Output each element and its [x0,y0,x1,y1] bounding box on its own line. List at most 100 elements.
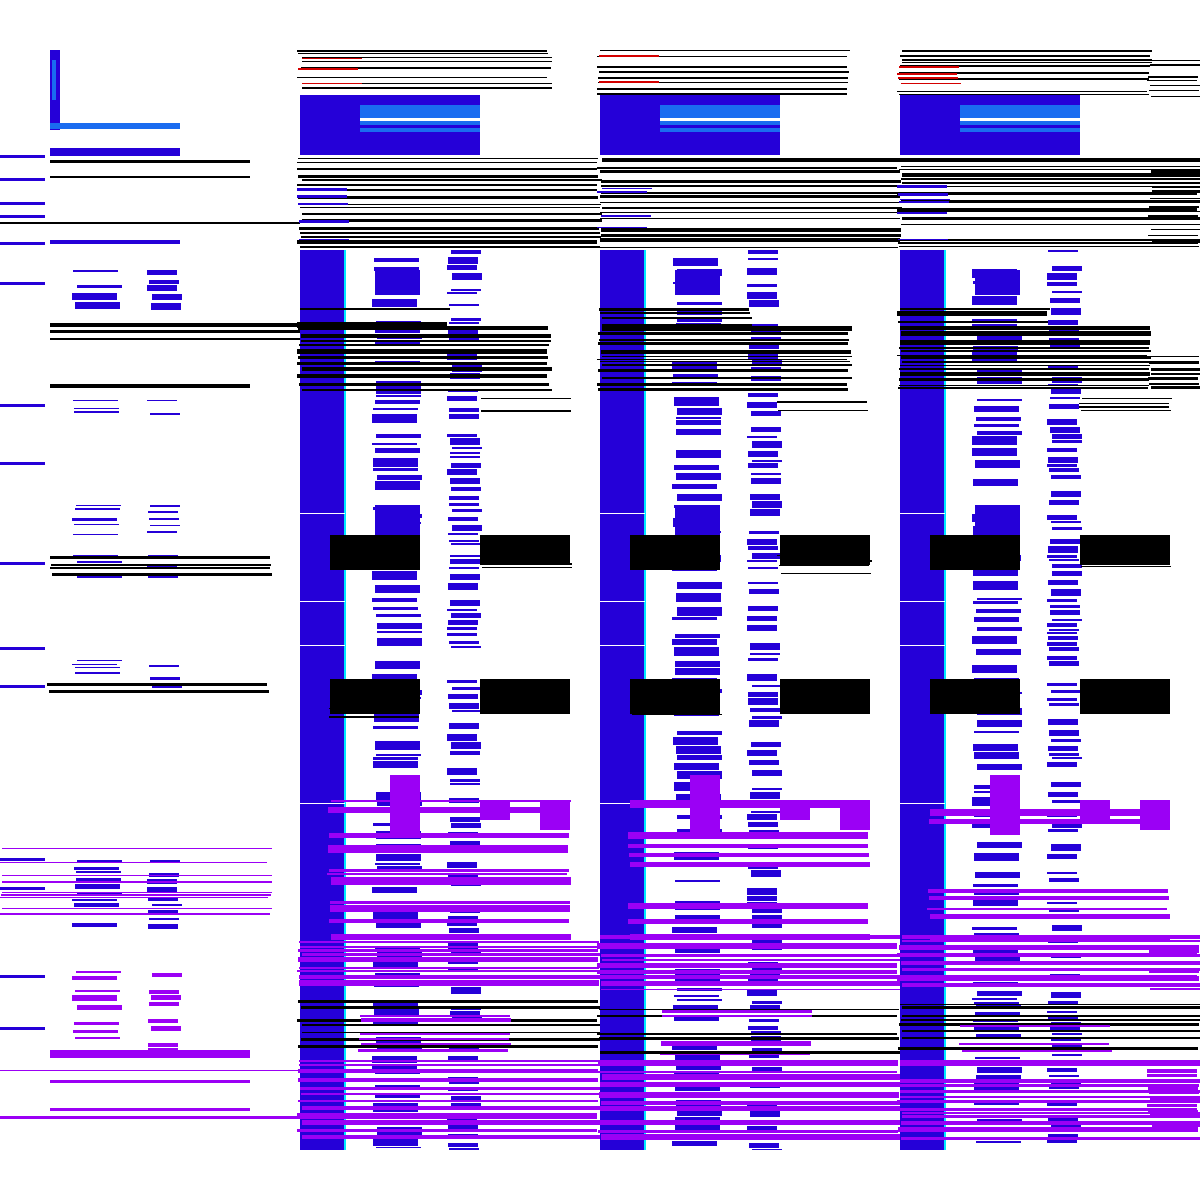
edge-tick [0,1027,45,1030]
header-band [301,204,601,205]
header-band [600,212,900,213]
mid-column-stripe [672,1046,717,1050]
violet-block [990,775,1020,835]
violet-stripe [628,919,868,924]
narrow-column-stripe [1047,515,1077,520]
narrow-column-stripe [747,284,777,287]
narrow-column-stripe [450,456,480,458]
left-panel [0,50,300,1119]
violet-band [302,953,602,956]
left-violet-line [0,897,268,898]
violet-band [302,1135,602,1139]
mid-column-stripe [674,763,719,770]
header-line [598,82,848,83]
mid-column-stripe [372,443,417,445]
divider-line [900,803,945,804]
left-line [50,176,250,178]
narrow-column-stripe [748,463,778,468]
narrow-column-stripe [752,924,782,928]
narrow-column-stripe [450,438,480,445]
mid-column-stripe [376,754,421,756]
violet-band [298,1069,598,1073]
mid-column-stripe [676,429,721,435]
left-column-mark [151,303,181,310]
violet-band [597,1071,897,1073]
left-column-mark [72,899,117,901]
mid-column-stripe [977,399,1022,401]
mid-column-stripe [675,661,720,667]
mid-column-stripe [974,1083,1019,1092]
violet-stripe [327,873,567,875]
violet-band [297,1113,597,1119]
header-band [901,200,1200,203]
narrow-column-stripe [1047,599,1077,602]
mid-column-stripe [675,668,720,675]
narrow-column-stripe [1051,844,1081,851]
left-column-mark [148,1019,178,1023]
right-edge-line [1152,239,1200,243]
narrow-column-stripe [748,324,778,326]
narrow-column-stripe [451,987,481,994]
left-line [0,222,300,224]
black-band [600,312,750,314]
narrow-column-stripe [1048,719,1078,725]
violet-band [900,1096,1200,1098]
violet-band [600,935,900,939]
narrow-column-stripe [749,1019,779,1022]
narrow-column-stripe [449,1148,479,1150]
left-line [50,567,270,569]
right-edge-line [1149,969,1199,973]
narrow-column-stripe [748,250,778,254]
mid-column-stripe [977,1067,1022,1073]
mid-column-stripe [375,741,420,750]
violet-band [897,1100,1197,1103]
black-band [598,388,848,391]
violet-block [1080,800,1110,820]
narrow-column-stripe [750,653,780,655]
narrow-column-stripe [1047,762,1077,767]
mid-column-stripe [677,302,722,305]
violet-band [1148,1087,1198,1091]
mid-column-stripe [675,1117,720,1120]
mid-column-block [375,505,420,535]
violet-band [900,1060,1200,1066]
violet-band [1150,1097,1200,1103]
header-line [899,94,1149,95]
header-band [600,202,900,203]
right-edge-line [1149,206,1199,208]
violet-stripe [361,1043,511,1045]
glitch-columns [297,50,1200,1150]
violet-band [898,1127,1198,1132]
header-band-blue [898,193,948,196]
narrow-column-stripe [448,257,478,264]
header-band [899,246,1199,247]
narrow-column-stripe [1049,703,1079,706]
black-band [900,326,1150,330]
narrow-column-stripe [747,1126,777,1131]
narrow-column-stripe [449,723,479,729]
violet-band [900,1079,1200,1083]
narrow-column-stripe [751,742,781,747]
right-edge-line [1151,229,1200,230]
black-band [897,311,1047,316]
violet-stripe [330,905,570,912]
narrow-column-stripe [1050,610,1080,615]
dark-band [898,1047,1198,1050]
black-block [480,679,570,714]
right-edge-line [1148,235,1198,236]
mid-column-stripe [676,593,721,602]
violet-band [302,1120,602,1125]
black-block-line [632,714,722,715]
narrow-column-stripe [451,742,481,749]
narrow-column-stripe [1051,739,1081,742]
black-block [630,679,720,714]
narrow-column-stripe [450,817,480,822]
black-band [297,362,547,365]
left-column-mark [75,990,120,992]
left-violet-line [0,1070,300,1071]
narrow-column-stripe [1049,338,1079,341]
violet-band [597,963,897,968]
mid-column-stripe [676,1063,721,1070]
mid-column-stripe [372,674,417,680]
black-band [481,398,571,399]
